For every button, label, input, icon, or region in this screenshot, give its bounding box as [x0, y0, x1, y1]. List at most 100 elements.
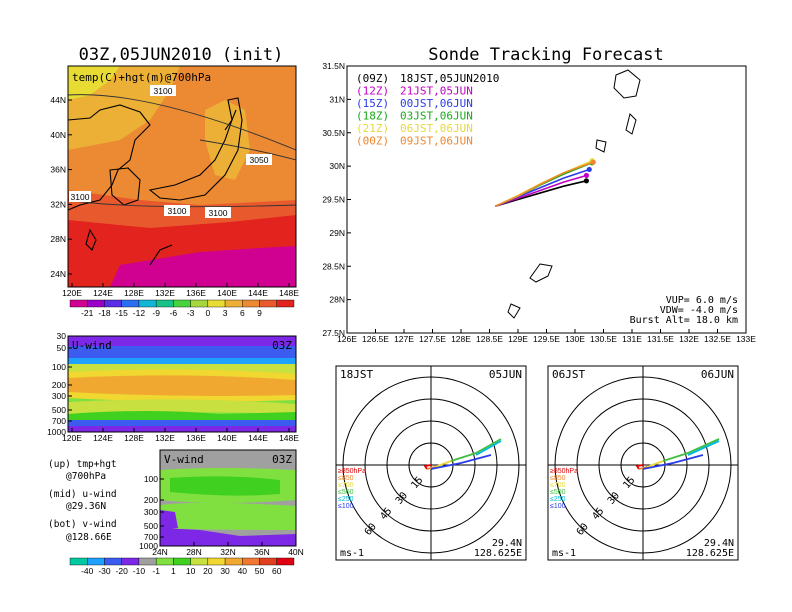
- temp-colorbar-swatch: [69, 299, 88, 308]
- map-contour-labels: 3100 3050 3100 3100 3100: [69, 85, 272, 218]
- tracking-lon-label: 133E: [736, 334, 756, 344]
- tracking-legend: (09Z) 18JST,05JUN2010 (12Z) 21JST,05JUN (15Z…: [356, 72, 499, 148]
- wind-colorbar-swatch: [173, 557, 191, 566]
- temp-colorbar-label: -12: [133, 308, 146, 318]
- v-lat-label: 40N: [288, 547, 304, 557]
- hodograph-level: ≤700: [550, 482, 566, 489]
- legend-local: 21JST,05JUN: [400, 85, 473, 98]
- temp-colorbar-swatch: [173, 299, 191, 308]
- map-frame: [67, 65, 297, 288]
- hodograph-unit: ms-1: [552, 548, 576, 559]
- tracking-lat-ticks: 31.5N 31N 30.5N 30N 29.5N 29N 28.5N 28N 27.5N: [322, 61, 351, 338]
- panel-note: (mid) u-wind: [48, 489, 117, 500]
- u-pressure-label: 30: [57, 331, 67, 341]
- temp-colorbar-swatch: [224, 299, 243, 308]
- sonde-tracks: [494, 158, 596, 207]
- tracking-lat-label: 28.5N: [322, 261, 345, 271]
- tracking-param: VUP= 6.0 m/s: [666, 295, 738, 306]
- wind-colorbar-swatch: [155, 557, 174, 566]
- tracking-lat-label: 31N: [329, 94, 345, 104]
- legend-z: (18Z): [356, 110, 389, 123]
- u-pressure-label: 1000: [47, 427, 66, 437]
- v-pressure-label: 500: [144, 521, 158, 531]
- track-end-point: [590, 159, 596, 165]
- hodograph-level: ≤500: [550, 489, 566, 496]
- v-time: 03Z: [272, 453, 292, 466]
- u-lon-label: 148E: [279, 433, 299, 443]
- map-lon-label: 148E: [279, 288, 299, 298]
- track-end-point: [583, 172, 590, 179]
- u-frame: [67, 335, 297, 433]
- u-label: U-wind: [72, 339, 112, 352]
- hodograph-lat: 29.4N: [704, 538, 734, 549]
- v-pressure-label: 100: [144, 474, 158, 484]
- temp-colorbar-swatch: [259, 299, 277, 308]
- hodograph-level: ≥850hPa: [338, 468, 366, 475]
- tracking-lat-label: 29.5N: [322, 195, 345, 205]
- tracking-lon-label: 127.5E: [419, 334, 446, 344]
- temp-colorbar-swatch: [138, 299, 157, 308]
- temp-colorbar-label: -3: [187, 308, 195, 318]
- tracking-lon-label: 131E: [622, 334, 642, 344]
- wind-colorbar-swatch: [224, 557, 243, 566]
- hodograph-trace: [635, 464, 644, 470]
- v-lat-ticks: 24N 28N 32N 36N 40N: [152, 542, 304, 557]
- legend-z: (09Z): [356, 72, 389, 85]
- u-lon-label: 124E: [93, 433, 113, 443]
- temp-colorbar-swatch: [155, 299, 174, 308]
- v-pressure-label: 200: [144, 495, 158, 505]
- map-title: 03Z,05JUN2010 (init): [79, 45, 284, 65]
- contour-label: 3100: [154, 86, 173, 96]
- map-lat-label: 44N: [50, 95, 66, 105]
- tracking-lon-label: 129E: [508, 334, 528, 344]
- map-lon-label: 120E: [62, 288, 82, 298]
- hodograph-level: ≤100: [338, 503, 354, 510]
- legend-local: 09JST,06JUN: [400, 135, 473, 148]
- hodograph-trace: [430, 454, 492, 470]
- tracking-lat-label: 28N: [329, 295, 345, 305]
- hodograph-level: ≤250: [550, 496, 566, 503]
- tracking-frame: [346, 65, 747, 334]
- hodograph-level: ≥850hPa: [550, 468, 578, 475]
- map-lat-label: 40N: [50, 130, 66, 140]
- hodograph-level: ≤850: [550, 475, 566, 482]
- hodograph-time: 06JST: [552, 368, 585, 381]
- contour-label: 3050: [250, 155, 269, 165]
- map-lat-ticks: 44N 40N 36N 32N 28N 24N: [50, 95, 72, 279]
- v-pressure-label: 300: [144, 507, 158, 517]
- hodograph-lat: 29.4N: [492, 538, 522, 549]
- map-lat-label: 32N: [50, 199, 66, 209]
- map-lon-label: 128E: [124, 288, 144, 298]
- wind-colorbar-label: -40: [81, 566, 94, 576]
- tracking-lon-label: 126E: [337, 334, 357, 344]
- map-lon-label: 132E: [155, 288, 175, 298]
- tracking-lon-label: 128E: [451, 334, 471, 344]
- temp-colorbar-swatch: [242, 299, 260, 308]
- legend-local: 00JST,06JUN: [400, 97, 473, 110]
- temp-colorbar-swatch: [207, 299, 226, 308]
- wind-colorbar-swatch: [242, 557, 260, 566]
- wind-colorbar-label: 30: [220, 566, 230, 576]
- tracking-lon-label: 131.5E: [647, 334, 674, 344]
- hodograph-date: 06JUN: [701, 368, 734, 381]
- temp-colorbar-label: -9: [152, 308, 160, 318]
- wind-colorbar-label: -1: [152, 566, 160, 576]
- legend-local: 06JST,06JUN: [400, 122, 473, 135]
- u-lon-label: 132E: [155, 433, 175, 443]
- hodograph-trace: [638, 466, 648, 470]
- v-lat-label: 24N: [152, 547, 168, 557]
- hodograph-level: ≤250: [338, 496, 354, 503]
- u-lon-ticks: 120E 124E 128E 132E 136E 140E 144E 148E: [62, 428, 299, 443]
- map-lon-ticks: 120E 124E 128E 132E 136E 140E 144E 148E: [62, 283, 299, 298]
- v-label: V-wind: [164, 453, 204, 466]
- legend-local: 03JST,06JUN: [400, 110, 473, 123]
- hodograph-unit: ms-1: [340, 548, 364, 559]
- track-line: [494, 180, 587, 207]
- v-pressure-label: 1000: [139, 541, 158, 551]
- track-end-point: [583, 178, 590, 184]
- wind-colorbar-label: 20: [203, 566, 213, 576]
- temp-colorbar-swatch: [104, 299, 122, 308]
